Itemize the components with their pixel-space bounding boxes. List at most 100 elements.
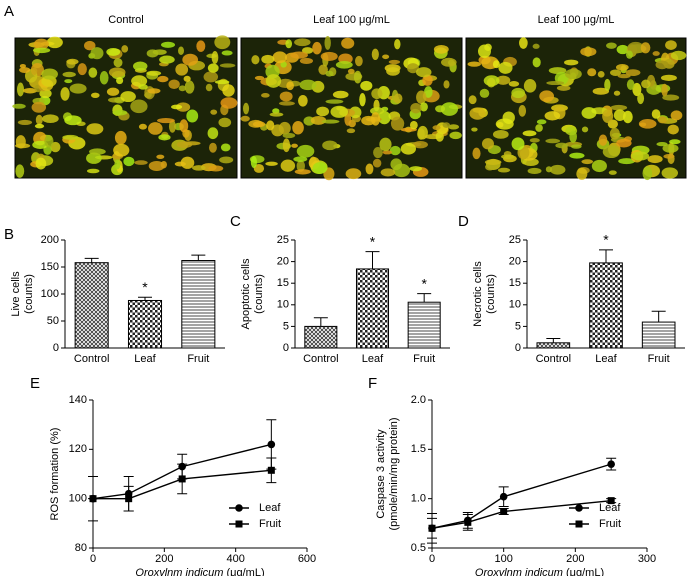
cell bbox=[90, 92, 100, 99]
cell bbox=[325, 70, 334, 77]
cell bbox=[669, 139, 681, 145]
x-axis-label: Oroxylnm indicum (μg/mL) bbox=[135, 567, 264, 576]
cell bbox=[661, 167, 678, 179]
cell bbox=[23, 87, 38, 94]
cell bbox=[186, 109, 199, 123]
cell bbox=[106, 48, 121, 56]
cell bbox=[497, 167, 511, 173]
cell bbox=[86, 123, 104, 135]
cell bbox=[670, 110, 683, 121]
cell bbox=[604, 78, 611, 91]
cell bbox=[178, 46, 185, 56]
x-axis-label: Oroxylnm indicum (μg/mL) bbox=[475, 567, 604, 576]
cell bbox=[60, 87, 70, 101]
y-tick-label: 10 bbox=[277, 299, 289, 311]
legend-label: Fruit bbox=[599, 518, 621, 530]
cell bbox=[168, 79, 180, 89]
cell bbox=[638, 119, 657, 129]
cell bbox=[123, 156, 135, 167]
cell bbox=[147, 88, 161, 94]
y-axis-label: Live cells bbox=[10, 271, 22, 317]
y-axis-label: (counts) bbox=[253, 274, 265, 314]
cell bbox=[602, 145, 621, 159]
cell bbox=[176, 102, 191, 112]
cell bbox=[221, 50, 233, 56]
cell bbox=[581, 159, 594, 165]
cell bbox=[146, 49, 159, 58]
cell bbox=[576, 167, 588, 180]
cell bbox=[587, 68, 597, 77]
cell bbox=[419, 102, 428, 112]
cell bbox=[16, 82, 25, 97]
cell bbox=[282, 138, 291, 153]
cell bbox=[610, 104, 628, 111]
x-tick-label: 300 bbox=[638, 553, 656, 565]
cell bbox=[435, 131, 444, 142]
cell bbox=[253, 163, 265, 173]
cell bbox=[592, 87, 610, 95]
cell bbox=[15, 164, 25, 178]
cell bbox=[99, 71, 109, 85]
y-tick-label: 5 bbox=[283, 320, 289, 332]
cell bbox=[378, 110, 391, 125]
cell bbox=[535, 124, 543, 132]
cell bbox=[269, 112, 284, 117]
cell bbox=[32, 140, 49, 149]
cell bbox=[114, 130, 127, 145]
cell bbox=[360, 80, 373, 91]
y-axis-label: Necrotic cells bbox=[472, 261, 484, 327]
cell bbox=[361, 115, 376, 126]
cell bbox=[665, 40, 677, 50]
cell bbox=[386, 67, 400, 76]
cell bbox=[581, 107, 597, 119]
cell bbox=[667, 124, 679, 135]
cell bbox=[210, 109, 218, 115]
cell bbox=[549, 164, 566, 175]
cell bbox=[523, 78, 537, 93]
cell bbox=[325, 99, 344, 104]
cell bbox=[120, 91, 136, 103]
cell bbox=[449, 131, 462, 140]
cell bbox=[410, 102, 422, 114]
bar bbox=[536, 342, 571, 349]
cell bbox=[485, 163, 495, 171]
x-tick-label: Control bbox=[536, 353, 571, 365]
cell bbox=[130, 99, 148, 114]
cell bbox=[178, 85, 187, 92]
error-bar bbox=[191, 254, 206, 261]
cell bbox=[631, 151, 650, 161]
cell bbox=[131, 75, 148, 87]
x-tick-label: 200 bbox=[566, 553, 584, 565]
cell bbox=[492, 60, 500, 69]
x-axis-label-italic: Oroxylnm indicum bbox=[475, 567, 563, 576]
cell bbox=[618, 158, 635, 165]
x-tick-label: 100 bbox=[494, 553, 512, 565]
cell bbox=[388, 59, 401, 65]
cell bbox=[89, 148, 106, 155]
x-tick-label: Fruit bbox=[648, 353, 670, 365]
cell bbox=[84, 40, 96, 51]
cell bbox=[182, 53, 199, 66]
cell bbox=[66, 58, 79, 65]
cell bbox=[156, 154, 165, 159]
cell bbox=[518, 104, 527, 117]
cell bbox=[511, 87, 526, 99]
cell bbox=[298, 94, 308, 107]
bar bbox=[304, 325, 338, 349]
line bbox=[93, 469, 272, 500]
y-tick-label: 140 bbox=[69, 394, 87, 406]
cell bbox=[606, 42, 617, 49]
cell bbox=[432, 125, 441, 131]
cell bbox=[69, 83, 87, 94]
cell bbox=[219, 156, 234, 164]
cell bbox=[417, 128, 425, 140]
y-axis-label: Caspase 3 activity bbox=[375, 429, 387, 519]
y-tick-label: 100 bbox=[69, 493, 87, 505]
legend-label: Fruit bbox=[259, 518, 281, 530]
line bbox=[92, 443, 272, 500]
error-bar bbox=[138, 296, 152, 301]
image-caption: Leaf 100 μg/mL bbox=[313, 14, 390, 26]
cell bbox=[50, 141, 61, 153]
marker bbox=[464, 518, 472, 526]
